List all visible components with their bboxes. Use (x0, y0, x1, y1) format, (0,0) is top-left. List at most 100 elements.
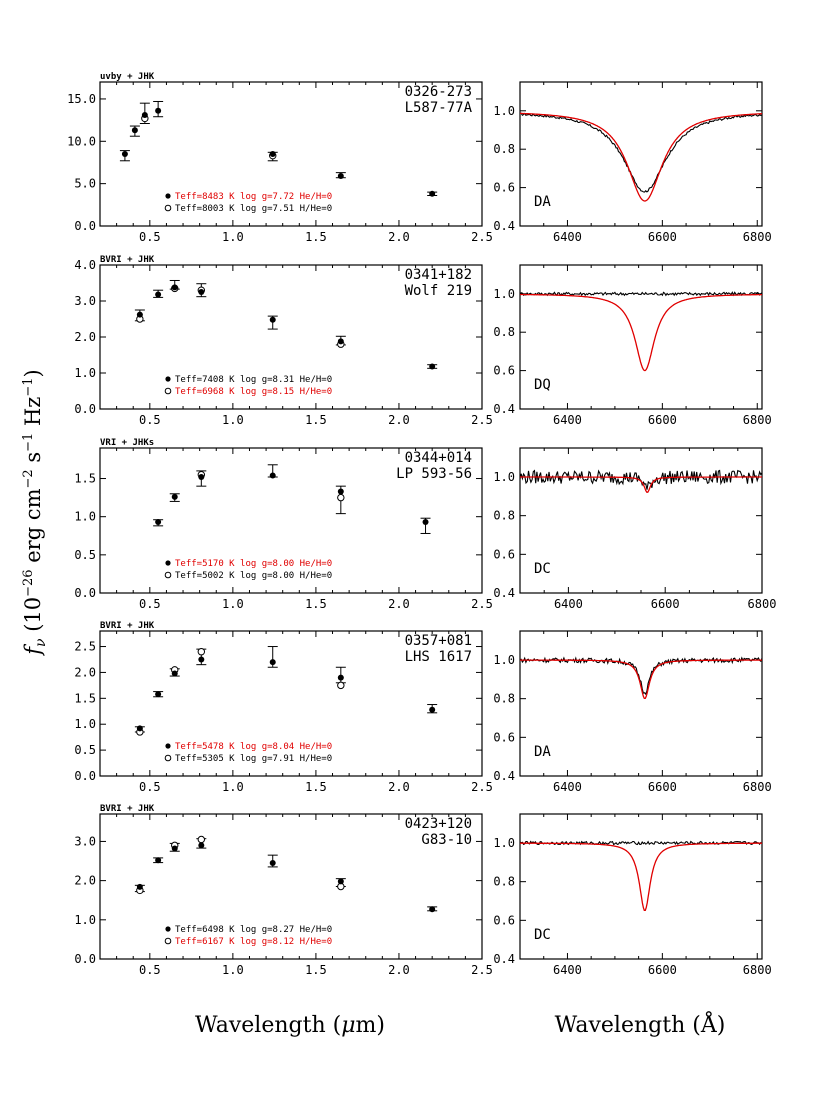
x-tick-label: 0.5 (139, 597, 161, 611)
left-y-axis-label: fν (10−26 erg cm−2 s−1 Hz−1) (21, 369, 49, 657)
filters-label: VRI + JHKs (100, 438, 154, 448)
spectrum-frame (519, 264, 763, 410)
model-spectrum-line (520, 842, 762, 911)
observed-spectrum-line (519, 469, 763, 490)
legend-entry: Teff=5478 K log g=8.04 He/H=0 (175, 742, 332, 752)
x-tick-label: 6600 (648, 230, 677, 244)
x-tick-label: 6400 (553, 780, 582, 794)
model-spectrum-line (520, 659, 762, 700)
legend-filled-marker (165, 560, 171, 566)
star-id: 0357+081 (405, 633, 472, 649)
x-tick-label: 2.5 (471, 780, 493, 794)
y-tick-label: 0.0 (74, 952, 96, 966)
x-tick-label: 0.5 (139, 963, 161, 977)
x-tick-label: 6600 (648, 963, 677, 977)
model-filled-point (337, 338, 344, 345)
filters-label: uvby + JHK (100, 72, 155, 82)
x-tick-label: 0.5 (139, 780, 161, 794)
x-tick-label: 6800 (743, 963, 772, 977)
legend-open-marker (164, 387, 172, 395)
model-filled-point (155, 107, 162, 114)
x-tick-label: 1.5 (305, 597, 327, 611)
x-tick-label: 6800 (743, 413, 772, 427)
y-tick-label: 0.4 (493, 769, 515, 783)
spectral-type-label: DQ (534, 377, 551, 393)
x-tick-label: 6400 (553, 963, 582, 977)
x-tick-label: 6600 (651, 597, 680, 611)
y-tick-label: 0.8 (493, 692, 515, 706)
star-name: L587-77A (405, 100, 473, 116)
model-filled-point (198, 474, 205, 480)
filters-label: BVRI + JHK (100, 255, 155, 265)
legend-filled-marker (165, 926, 171, 932)
y-tick-label: 0.6 (493, 181, 515, 195)
star-id: 0423+120 (405, 816, 472, 832)
y-tick-label: 3.0 (74, 834, 96, 848)
legend-entry: Teff=6498 K log g=8.27 He/H=0 (175, 925, 332, 935)
x-tick-label: 2.5 (471, 963, 493, 977)
x-tick-label: 6400 (553, 230, 582, 244)
legend-filled-marker (165, 743, 171, 749)
y-tick-label: 5.0 (74, 177, 96, 191)
spectrum-panel-1: 6400 6600 6800 0.4 0.6 0.8 1.0 DA (493, 81, 772, 244)
x-tick-label: 1.5 (305, 963, 327, 977)
x-tick-label: 6400 (553, 413, 582, 427)
legend-open-marker (164, 571, 172, 579)
y-tick-label: 0.0 (74, 219, 96, 233)
x-tick-label: 1.0 (222, 963, 244, 977)
photometry-panel-3: 0.5 1.0 1.5 2.0 2.5 0.0 0.5 1.0 1.5 VRI + JHKs 034… (74, 438, 493, 611)
x-tick-label: 1.5 (305, 780, 327, 794)
y-tick-label: 1.0 (74, 717, 96, 731)
y-tick-label: 1.0 (74, 366, 96, 380)
spectrum-frame (519, 81, 763, 227)
y-tick-label: 15.0 (67, 92, 96, 106)
photometry-frame (99, 447, 483, 594)
y-tick-label: 0.0 (74, 402, 96, 416)
x-tick-label: 0.5 (139, 230, 161, 244)
y-tick-label: 0.4 (493, 219, 515, 233)
model-filled-point (171, 284, 178, 291)
model-open-point (197, 835, 206, 844)
legend-entry: Teff=7408 K log g=8.31 He/H=0 (175, 375, 332, 385)
y-tick-label: 1.0 (74, 510, 96, 524)
y-tick-label: 0.6 (493, 547, 515, 561)
legend-open-marker (164, 754, 172, 762)
x-tick-label: 6400 (554, 597, 583, 611)
star-name: Wolf 219 (405, 283, 472, 299)
y-tick-label: 1.5 (74, 691, 96, 705)
model-filled-point (136, 725, 143, 732)
x-tick-label: 1.0 (222, 597, 244, 611)
star-id: 0344+014 (405, 450, 472, 466)
x-tick-label: 2.0 (388, 413, 410, 427)
y-tick-label: 10.0 (67, 134, 96, 148)
legend-entry: Teff=8003 K log g=7.51 H/He=0 (175, 204, 332, 214)
legend-entry: Teff=8483 K log g=7.72 He/H=0 (175, 192, 332, 202)
legend-entry: Teff=6968 K log g=8.15 H/He=0 (175, 387, 332, 397)
y-tick-label: 0.8 (493, 325, 515, 339)
star-name: G83-10 (421, 832, 472, 848)
y-tick-label: 0.6 (493, 730, 515, 744)
star-id: 0341+182 (405, 267, 472, 283)
model-filled-point (171, 493, 178, 500)
filters-label: BVRI + JHK (100, 621, 155, 631)
panels: 0.5 1.0 1.5 2.0 2.5 0.0 5.0 10.0 15.0 uvby + JHK 0… (67, 72, 776, 977)
x-tick-label: 6600 (648, 780, 677, 794)
y-tick-label: 0.6 (493, 364, 515, 378)
y-tick-label: 1.0 (493, 287, 515, 301)
model-filled-point (337, 173, 344, 180)
x-tick-label: 1.0 (222, 413, 244, 427)
x-tick-label: 2.0 (388, 963, 410, 977)
photometry-frame (99, 630, 483, 777)
y-tick-label: 1.0 (493, 653, 515, 667)
model-filled-point (422, 519, 429, 526)
y-tick-label: 0.5 (74, 743, 96, 757)
model-filled-point (429, 706, 436, 713)
model-filled-point (337, 488, 344, 495)
model-open-point (337, 681, 345, 690)
y-tick-label: 2.0 (74, 665, 96, 679)
model-filled-point (155, 857, 162, 864)
model-filled-point (136, 311, 143, 318)
x-tick-label: 2.5 (471, 230, 493, 244)
model-filled-point (198, 289, 205, 295)
